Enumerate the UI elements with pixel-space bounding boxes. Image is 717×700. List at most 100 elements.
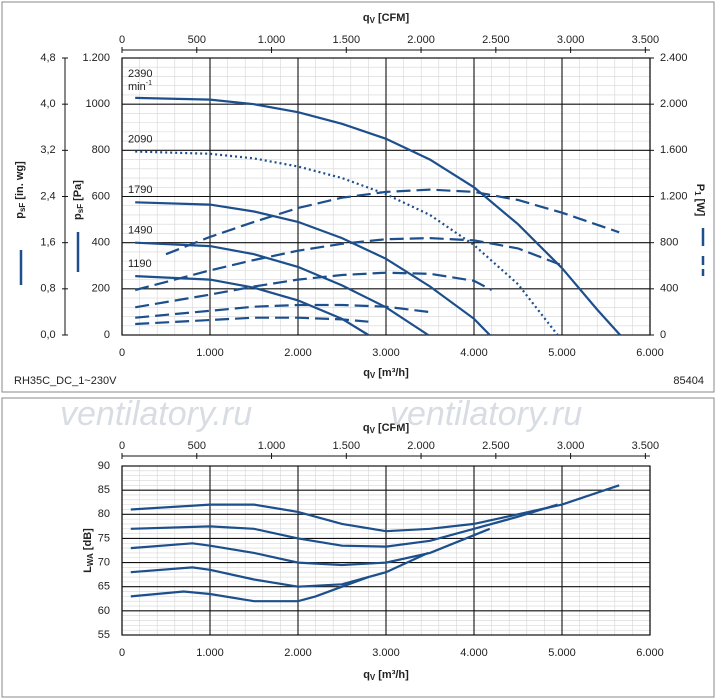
curve-label: 1190 [128,258,152,270]
x-tick-label: 6.000 [636,347,664,359]
x-tick-label: 5.000 [548,647,576,659]
curve [130,576,369,603]
y3-tick-label: 4,8 [40,52,55,64]
y-tick-label: 85 [98,484,110,496]
x2-tick-label: 1.000 [258,34,286,46]
axis-title: qV [CFM] [363,12,410,25]
curve-label: 1790 [128,184,152,196]
axis-title-sub: V [370,673,376,682]
curve [165,188,620,256]
axis-title-symbol: p [72,213,84,220]
curve [130,484,620,533]
axis-title-sub: sF [76,204,85,213]
y-tick-label: 0 [104,329,110,341]
y2-tick-label: 800 [660,237,678,249]
axis-title: P1 [W] [693,184,706,217]
axis-title-sub: sF [18,203,27,212]
y2-tick-label: 2.000 [660,98,688,110]
x2-tick-label: 2.000 [407,34,435,46]
x-tick-label: 4.000 [460,647,488,659]
x-tick-label: 6.000 [636,647,664,659]
plot-frame [121,465,651,636]
axis-title-sub: V [370,16,376,25]
y3-tick-label: 0,0 [40,329,55,341]
x2-tick-label: 3.000 [557,34,585,46]
y-tick-label: 70 [98,556,110,568]
y-tick-label: 800 [92,144,110,156]
x2-tick-label: 2.000 [407,440,435,452]
y-tick-label: 200 [92,283,110,295]
y-tick-label: 65 [98,581,110,593]
axis-title-unit: [dB] [82,528,94,550]
curve [130,551,429,588]
curve [135,201,491,336]
curve [135,303,429,319]
axis-title-symbol: q [363,367,370,379]
axis-title-sub: V [370,426,376,435]
y2-tick-label: 1.200 [660,190,688,202]
y2-tick-label: 2.400 [660,52,688,64]
panel-frame [1,397,715,698]
axis-title-unit: [Pa] [72,180,84,201]
x2-tick-label: 2.500 [482,440,510,452]
panel-frame [1,1,715,393]
axis-title: psF [in. wg] [14,161,27,219]
x-tick-label: 3.000 [372,347,400,359]
curve [135,271,493,309]
curve-label: 2390 [128,68,152,80]
x-tick-label: 2.000 [284,647,312,659]
curve [135,275,369,336]
y-tick-label: 400 [92,237,110,249]
y-tick-label: 60 [98,605,110,617]
y2-tick-label: 400 [660,283,678,295]
x-tick-label: 3.000 [372,647,400,659]
watermark: ventilatory.ru [60,395,252,433]
axis-title: psF [Pa] [72,180,85,220]
curve [135,316,369,326]
curve [134,236,561,292]
curve [130,503,558,548]
y-tick-label: 90 [98,460,110,472]
y-tick-label: 1.200 [82,52,110,64]
x2-tick-label: 1.500 [333,34,361,46]
curve-label: 2090 [128,133,152,145]
axis-title-symbol: q [363,12,370,24]
x-tick-label: 4.000 [460,347,488,359]
y2-tick-label: 1.600 [660,144,688,156]
x-tick-label: 1.000 [196,347,224,359]
y-tick-label: 55 [98,629,110,641]
y3-tick-label: 1,6 [40,237,55,249]
axis-title-symbol: q [363,422,370,434]
curve [130,527,491,567]
y3-tick-label: 0,8 [40,283,55,295]
watermark: ventilatory.ru [390,395,582,433]
unit-base: min [128,81,146,93]
axis-title-symbol: P [694,184,706,191]
y2-tick-label: 0 [660,329,666,341]
axis-title: qV [CFM] [363,422,410,435]
x2-tick-label: 1.500 [333,440,361,452]
x-tick-label: 2.000 [284,347,312,359]
x2-tick-label: 500 [188,440,206,452]
y3-tick-label: 2,4 [40,190,55,202]
axis-title-sub: WA [86,553,95,566]
axis-title-unit: [in. wg] [14,161,26,200]
x2-tick-label: 500 [188,34,206,46]
y3-tick-label: 4,0 [40,98,55,110]
axis-title: qV [m³/h] [363,669,409,682]
axis-title-sub: 1 [693,191,702,196]
curve [135,150,559,336]
x2-tick-label: 3.000 [557,440,585,452]
x2-tick-label: 0 [119,440,125,452]
axis-title-symbol: L [82,566,94,573]
x2-tick-label: 3.500 [632,440,660,452]
axis-title: qV [m³/h] [363,367,409,380]
axis-title-unit: [m³/h] [378,367,409,379]
y-tick-label: 600 [92,190,110,202]
footer-left: RH35C_DC_1~230V [14,375,117,387]
x-tick-label: 5.000 [548,347,576,359]
axis-title-sub: V [370,371,376,380]
curve-unit: min-1 [128,80,152,93]
axis-title-unit: [W] [694,199,706,217]
